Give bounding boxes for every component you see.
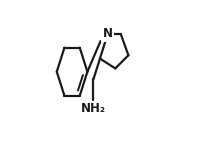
Text: N: N: [103, 28, 113, 40]
Text: NH₂: NH₂: [81, 102, 106, 115]
